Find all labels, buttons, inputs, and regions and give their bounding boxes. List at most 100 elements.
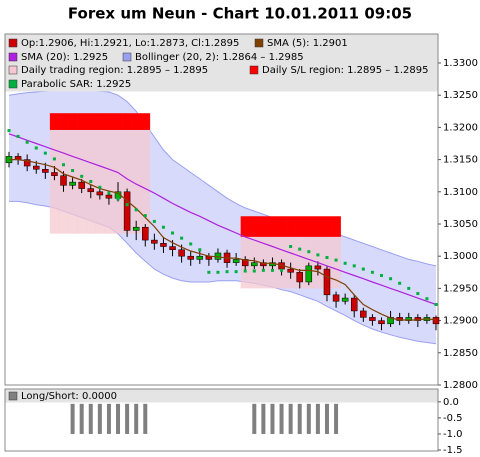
y-tick-label: 1.2950 [443,283,478,294]
y-tick-label: 1.3050 [443,219,478,230]
candle-body [142,226,149,241]
region-cell [140,113,151,130]
sar-dot [7,129,11,133]
chart-title: Forex um Neun - Chart 10.01.2011 09:05 [68,5,412,23]
long-short-bar [288,403,293,434]
region-cell [113,129,123,234]
candle-body [196,255,204,260]
long-short-bar [125,403,130,434]
candle-body [378,320,385,325]
candle-body [369,317,376,321]
sar-dot [234,270,238,274]
sar-dot [270,268,274,272]
sar-dot [98,185,102,189]
sar-dot [361,267,365,271]
candle-body [69,181,76,186]
sar-dot [434,302,438,306]
candle-body [350,297,358,312]
sar-dot [307,250,311,254]
sar-dot [198,248,202,252]
sar-dot [180,236,184,240]
region-cell [104,129,114,234]
legend-box [5,34,438,92]
sar-dot [161,225,165,229]
sar-dot [243,269,247,273]
sar-dot [252,269,256,273]
sar-dot [379,274,383,278]
region-cell [58,113,69,130]
sar-dot [25,140,29,144]
region-cell [49,129,60,234]
region-cell [95,129,105,234]
indicator-line [9,159,437,321]
region-cell [122,129,132,234]
candle-body [33,165,40,170]
sar-dot [407,286,411,290]
region-cell [140,129,151,234]
region-cell [49,113,60,130]
long-short-bar [88,403,93,434]
candle-body [151,239,158,244]
legend-label: Op:1.2906, Hi:1.2921, Lo:1.2873, Cl:1.28… [21,38,239,49]
sar-dot [352,264,356,268]
legend-label: Bollinger (20, 2): 1.2864 – 1.2985 [135,52,304,63]
long-short-bar [306,403,311,434]
region-cell [295,216,305,237]
sar-dot [416,292,420,296]
legend-label: Long/Short: 0.0000 [21,391,117,402]
candle-body [178,249,185,257]
sar-dot [107,191,111,195]
region-cell [313,216,323,237]
region-cell [277,216,287,237]
y-tick-label: 1.3300 [443,58,478,69]
candle-body [432,317,440,325]
sar-dot [134,208,138,212]
candle-body [96,191,104,196]
long-short-bar [252,403,257,434]
region-cell [104,113,114,130]
sar-dot [62,163,66,167]
sar-dot [125,203,129,207]
long-short-bar [79,403,84,434]
region-cell [258,216,269,237]
sar-dot [152,219,156,223]
indicator-line [8,133,437,306]
long-short-bar [106,403,111,434]
region-cell [113,113,123,130]
candle-body [105,194,113,199]
candle-body [296,272,303,283]
region-cell [122,113,132,130]
legend-swatch [8,52,18,62]
legend-swatch [8,38,18,48]
long-short-bar [70,403,75,434]
indicator-legend-box [5,389,438,403]
sar-dot [261,268,265,272]
long-short-bar [297,403,302,434]
candle-body [241,259,249,267]
region-cell [322,216,332,237]
candle-body [332,294,340,302]
legend-label: SMA (20): 1.2925 [21,52,108,63]
legend-label: Daily trading region: 1.2895 – 1.2895 [21,65,208,76]
y-tick-label: -0.5 [443,413,463,424]
sar-dot [370,270,374,274]
y-tick-label: 1.2900 [443,316,478,327]
sar-dot [325,255,329,259]
candle-body [23,159,31,167]
sar-dot [16,134,20,138]
candle-body [360,310,367,318]
region-cell [240,216,251,237]
y-tick-label: 1.2800 [443,380,478,391]
legend-label: SMA (5): 1.2901 [267,38,348,49]
candle-body [123,191,131,231]
region-cell [331,236,341,289]
legend-swatch [249,65,259,75]
sar-dot [289,245,293,249]
y-tick-label: 1.3000 [443,251,478,262]
candle-body [287,268,294,273]
candle-body [260,262,267,267]
region-cell [286,216,296,237]
region-cell [322,236,332,289]
